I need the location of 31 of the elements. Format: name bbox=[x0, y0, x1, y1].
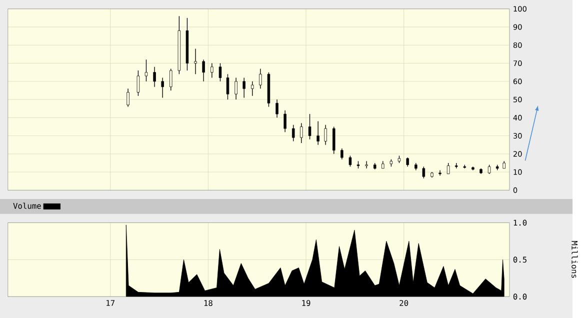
candlestick bbox=[153, 66, 156, 88]
candlestick bbox=[144, 59, 148, 82]
candlestick bbox=[234, 77, 238, 100]
candlestick bbox=[242, 77, 246, 98]
candlestick bbox=[170, 68, 172, 91]
candlestick bbox=[316, 120, 320, 146]
candlestick bbox=[300, 122, 303, 144]
candlestick bbox=[406, 157, 409, 167]
candlestick bbox=[348, 155, 352, 167]
candlestick bbox=[210, 62, 214, 78]
candlestick bbox=[438, 170, 442, 176]
candlestick bbox=[422, 166, 426, 179]
candlestick bbox=[259, 68, 262, 89]
candlestick bbox=[136, 70, 140, 96]
candlestick bbox=[276, 99, 278, 118]
candlestick bbox=[292, 124, 295, 142]
candlestick bbox=[194, 48, 197, 74]
candlestick bbox=[324, 124, 327, 146]
candlestick bbox=[365, 160, 368, 169]
candlestick bbox=[218, 62, 222, 82]
candlestick bbox=[284, 110, 286, 132]
candlestick bbox=[446, 162, 450, 174]
candlestick bbox=[251, 80, 254, 96]
candlestick bbox=[308, 114, 312, 140]
candlestick bbox=[126, 88, 130, 107]
candlestick bbox=[332, 126, 336, 154]
candlestick bbox=[161, 77, 164, 98]
candlestick bbox=[226, 74, 230, 100]
candlestick bbox=[340, 148, 344, 160]
candlestick bbox=[488, 164, 491, 174]
candlestick bbox=[202, 59, 205, 82]
